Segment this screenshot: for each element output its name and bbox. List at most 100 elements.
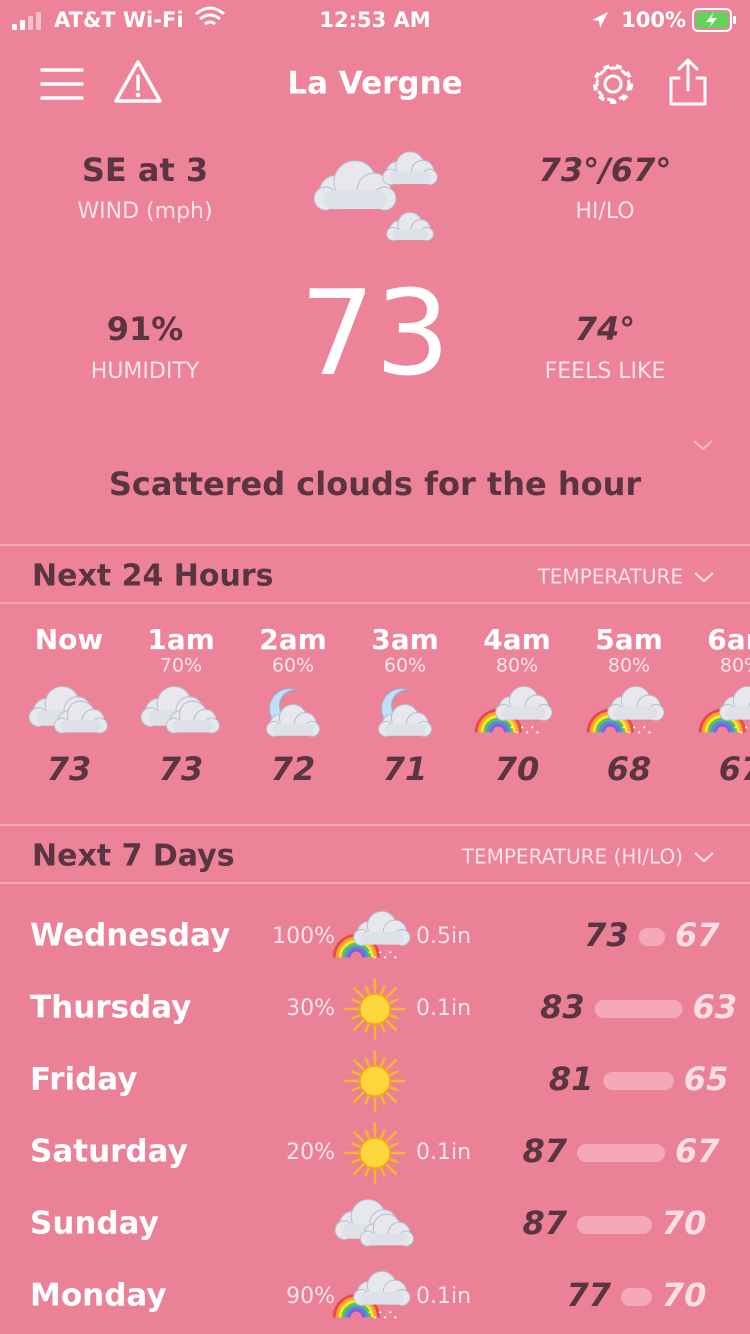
day-row: Monday 90% 0.1in 77 70 bbox=[30, 1270, 706, 1319]
hourly-selector[interactable]: TEMPERATURE bbox=[537, 565, 683, 589]
day-low: 63 bbox=[693, 988, 738, 1026]
wind-label: WIND (mph) bbox=[77, 199, 212, 224]
hour-temp: 68 bbox=[607, 750, 652, 788]
humidity-value: 91% bbox=[107, 310, 184, 348]
day-row: Sunday 87 70 bbox=[30, 1199, 706, 1247]
sun-ray bbox=[350, 1085, 362, 1092]
wind-value: SE at 3 bbox=[82, 151, 208, 189]
raindrop bbox=[368, 951, 372, 954]
raindrop bbox=[531, 726, 534, 729]
hourly-title: Next 24 Hours bbox=[32, 559, 274, 594]
day-name: Monday bbox=[30, 1278, 167, 1314]
rain-icon bbox=[586, 685, 665, 734]
cloud-icon bbox=[382, 151, 438, 186]
sun-ray bbox=[379, 1166, 386, 1178]
cloud-base bbox=[384, 723, 426, 736]
menu-button[interactable] bbox=[40, 68, 84, 100]
sun-ray bbox=[379, 1128, 386, 1140]
rainbow-band bbox=[489, 723, 508, 733]
day-name: Saturday bbox=[30, 1134, 188, 1170]
expand-chevron[interactable] bbox=[693, 440, 713, 451]
cloud-icon bbox=[353, 1270, 411, 1306]
sun-ray bbox=[364, 1166, 371, 1178]
sun-ray bbox=[352, 1130, 366, 1144]
day-high: 87 bbox=[522, 1204, 567, 1242]
hour-temp: 70 bbox=[495, 750, 540, 788]
rainbow-band bbox=[347, 948, 366, 958]
raindrop bbox=[384, 956, 387, 959]
day-high: 77 bbox=[566, 1276, 611, 1314]
sun-ray bbox=[352, 986, 366, 1000]
rainbow-band bbox=[486, 720, 510, 733]
sun-ray bbox=[364, 1094, 371, 1106]
raindrop bbox=[373, 1316, 377, 1319]
sun-ray bbox=[350, 998, 362, 1005]
rainbow-band bbox=[347, 1308, 366, 1318]
raindrop bbox=[373, 956, 377, 959]
cloud-base bbox=[389, 171, 431, 184]
sun-icon bbox=[344, 1050, 406, 1112]
hilo-label: HI/LO bbox=[575, 199, 634, 224]
raindrop bbox=[394, 1316, 397, 1319]
cloud-icon bbox=[607, 685, 665, 721]
hourly-strip[interactable]: Now731am70%732am60%723am60%714am80%705am… bbox=[28, 623, 750, 788]
raindrop bbox=[627, 731, 631, 734]
sun-ray bbox=[384, 1090, 398, 1104]
sun-disc bbox=[358, 1136, 392, 1170]
cloud-base bbox=[272, 723, 314, 736]
hour-time: 3am bbox=[371, 623, 439, 656]
raindrop bbox=[389, 1311, 392, 1314]
rainbow-band bbox=[598, 720, 622, 733]
raindrop bbox=[384, 1316, 387, 1319]
hourly-selector-chevron[interactable] bbox=[694, 572, 714, 583]
daily-selector[interactable]: TEMPERATURE (HI/LO) bbox=[461, 845, 683, 869]
settings-button[interactable] bbox=[593, 64, 633, 104]
raindrop bbox=[638, 731, 641, 734]
sun-ray bbox=[384, 986, 398, 1000]
sun-icon bbox=[344, 978, 406, 1040]
day-row: Saturday 20% 0.1in 87 67 bbox=[30, 1122, 720, 1184]
sun-ray bbox=[364, 984, 371, 996]
cloud-icon bbox=[313, 160, 397, 211]
hilo-value: 73°/67° bbox=[539, 151, 672, 189]
raindrop bbox=[378, 951, 382, 954]
cloud-base bbox=[323, 190, 387, 209]
hour-temp: 73 bbox=[47, 750, 92, 788]
sun-ray bbox=[364, 1128, 371, 1140]
location-title[interactable]: La Vergne bbox=[287, 66, 462, 102]
cloud-base bbox=[502, 706, 546, 720]
cloud-icon bbox=[353, 910, 411, 946]
sun-ray bbox=[388, 1013, 400, 1020]
sun-ray bbox=[352, 1058, 366, 1072]
temp-range-bar bbox=[638, 928, 665, 946]
hour-precip: 80% bbox=[608, 655, 650, 677]
cloud-icon bbox=[386, 211, 434, 242]
rain-icon bbox=[332, 910, 411, 959]
rainbow-band bbox=[595, 717, 625, 733]
day-amount: 0.1in bbox=[416, 1140, 471, 1165]
temp-range-bar bbox=[603, 1072, 674, 1090]
cloud-icon bbox=[53, 700, 108, 734]
rainbow-band bbox=[341, 1302, 371, 1318]
day-high: 81 bbox=[549, 1060, 594, 1098]
location-icon bbox=[592, 12, 608, 28]
sun-ray bbox=[379, 984, 386, 996]
day-high: 87 bbox=[522, 1132, 567, 1170]
alerts-button[interactable] bbox=[114, 60, 162, 103]
day-name: Sunday bbox=[30, 1206, 159, 1242]
battery-icon bbox=[692, 8, 736, 32]
daily-selector-chevron[interactable] bbox=[694, 852, 714, 863]
rainbow-band bbox=[601, 723, 620, 733]
share-button[interactable] bbox=[669, 58, 707, 106]
day-name: Wednesday bbox=[30, 918, 230, 954]
current-temperature: 73 bbox=[300, 264, 450, 402]
rain-icon bbox=[698, 685, 750, 734]
day-row: Friday 81 65 bbox=[30, 1050, 728, 1112]
raindrop bbox=[536, 731, 539, 734]
daily-list: Wednesday 100% 0.5in 73 67 Thursday 30% 0.1in 83… bbox=[30, 910, 738, 1319]
sun-ray bbox=[350, 1142, 362, 1149]
